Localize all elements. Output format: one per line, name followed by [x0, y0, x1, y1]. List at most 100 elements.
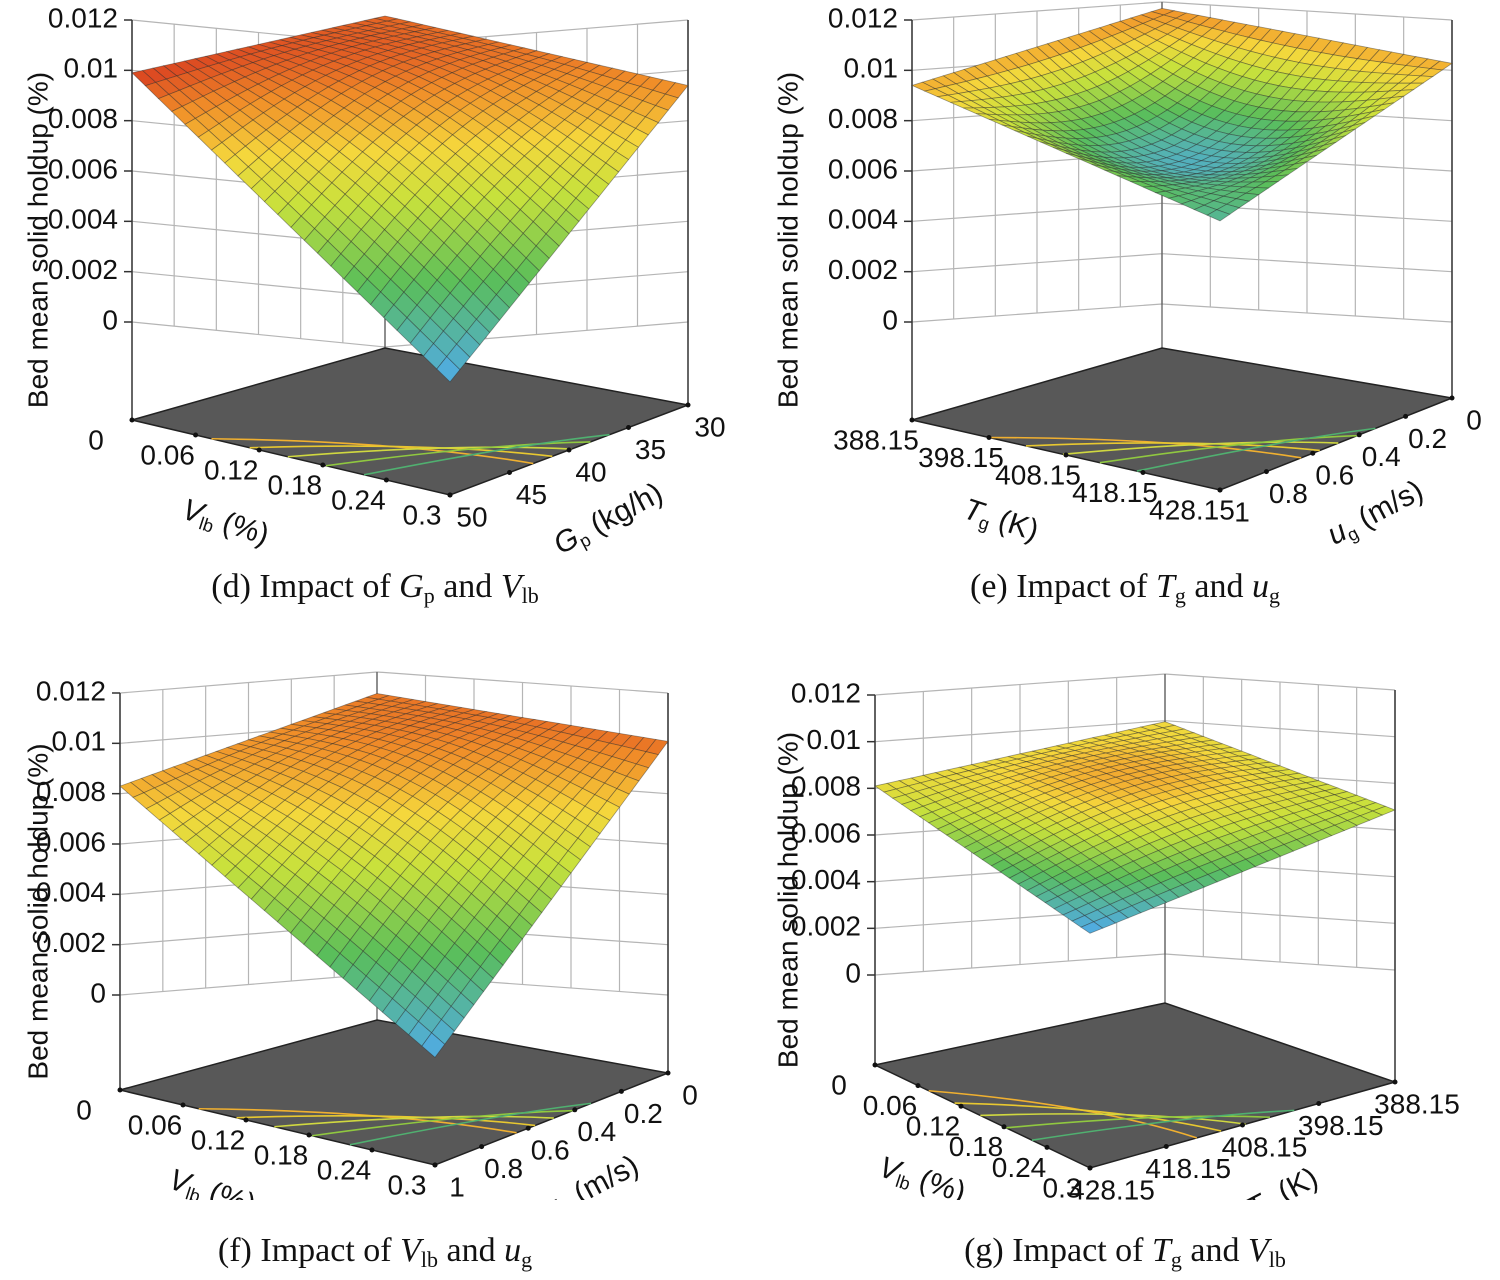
z-tick-label: 0.006	[36, 826, 106, 857]
surface-patch	[577, 825, 601, 848]
panel-g: 0 0.002 0.004 0.006 0.008 0.01 0.012 Bed mean s…	[750, 640, 1500, 1280]
surface-patch	[499, 926, 523, 953]
y-tick-label: 0.4	[577, 1116, 616, 1147]
surface-patch	[1156, 889, 1180, 903]
y-tick-label: 30	[694, 411, 725, 442]
x-axis-label: Tg (K)	[959, 492, 1043, 549]
x-tick-label: 0	[76, 1094, 92, 1125]
z-axis-label: Bed mean solid holdup (%)	[772, 732, 803, 1068]
z-tick-label: 0.004	[36, 877, 106, 908]
floor-contour	[1031, 1109, 1295, 1141]
x-tick-label: 0.18	[268, 469, 323, 500]
caption-f: (f) Impact of Vlb and ug	[217, 1232, 533, 1272]
x-tick-label: 0.24	[992, 1152, 1047, 1183]
x-tick	[1140, 470, 1146, 475]
floor-contour	[236, 1115, 536, 1127]
surface-patch	[635, 751, 659, 769]
x-tick	[958, 1103, 964, 1109]
x-axis-label: Vlb (%)	[178, 493, 273, 554]
y-tick	[1240, 1122, 1245, 1128]
z-tick-label: 0.01	[52, 726, 107, 757]
z-tick-label: 0.006	[828, 153, 898, 184]
z-tick-label: 0.002	[48, 254, 118, 285]
surface-patch	[1105, 910, 1129, 924]
z-tick-label: 0	[102, 304, 118, 335]
y-tick-label: 0.2	[624, 1098, 663, 1129]
floor-contour	[325, 441, 591, 467]
floor-contour	[1099, 434, 1357, 464]
x-tick	[117, 1087, 123, 1093]
x-tick	[129, 417, 135, 423]
x-tick	[243, 1117, 249, 1123]
x-tick	[909, 417, 915, 423]
y-tick-label: 0.8	[1269, 478, 1308, 509]
y-tick	[1310, 450, 1316, 456]
caption-g: (g) Impact of Tg and Vlb	[964, 1232, 1286, 1272]
z-tick-label: 0	[845, 957, 861, 988]
floor-contour	[249, 445, 553, 458]
y-tick-label: 408.15	[1222, 1131, 1308, 1162]
x-tick-label: 0.06	[128, 1109, 183, 1140]
z-tick-label: 0.01	[807, 724, 862, 755]
surface-patch	[535, 233, 560, 259]
y-axis-label: Gp (kg/h)	[548, 476, 669, 560]
x-tick	[306, 1132, 312, 1138]
x-tick	[1001, 1124, 1007, 1130]
z-tick-label: 0.004	[48, 204, 118, 235]
y-tick	[685, 402, 691, 408]
panel-e: 0 0.002 0.004 0.006 0.008 0.01 0.012 Bed mean s…	[750, 0, 1500, 640]
z-axis-label: Bed mean solid holdup (%)	[22, 743, 53, 1079]
y-tick	[507, 470, 512, 475]
z-tick-label: 0.002	[791, 911, 861, 942]
x-tick-label: 0.06	[863, 1090, 918, 1121]
x-tick-label: 388.15	[833, 424, 919, 455]
surface-patch	[625, 127, 649, 148]
floor-contour	[1025, 442, 1320, 452]
surface-patch	[644, 105, 669, 124]
y-tick	[447, 492, 453, 498]
z-tick-label: 0.008	[36, 776, 106, 807]
x-tick-label: 0.18	[254, 1139, 309, 1170]
surface-patch	[575, 185, 600, 210]
z-axis-label: Bed mean solid holdup (%)	[772, 72, 803, 408]
floor-contour	[1062, 441, 1339, 456]
surface-patch	[1284, 161, 1308, 171]
x-axis-label: Vlb (%)	[164, 1163, 259, 1200]
y-tick-label: 0.6	[1315, 460, 1354, 491]
wall-gridline	[119, 671, 669, 694]
x-tick	[256, 447, 262, 453]
surface-patch	[555, 209, 580, 235]
surface-patch	[1215, 203, 1241, 215]
y-tick	[479, 1144, 485, 1150]
x-tick	[369, 1147, 375, 1153]
floor-contour	[980, 1113, 1246, 1125]
z-tick-label: 0	[90, 977, 106, 1008]
y-tick-label: 1	[1234, 496, 1250, 527]
surface-patch	[421, 1032, 446, 1058]
y-axis-label: Tg (K)	[1240, 1161, 1324, 1200]
x-tick-label: 428.15	[1149, 494, 1235, 525]
x-tick-label: 0.12	[204, 454, 259, 485]
x-tick-label: 418.15	[1072, 477, 1158, 508]
x-tick	[872, 1062, 878, 1068]
y-tick	[665, 1070, 671, 1076]
y-tick-label: 0.8	[484, 1153, 523, 1184]
x-tick	[1063, 452, 1069, 458]
x-tick-label: 0.06	[140, 439, 195, 470]
surface-patch	[446, 343, 471, 371]
x-tick-label: 0.3	[403, 499, 442, 530]
surface-patch	[596, 800, 621, 821]
x-tick-label: 408.15	[995, 459, 1081, 490]
x-tick-label: 0.3	[1043, 1172, 1082, 1200]
surface-patch	[1270, 844, 1295, 857]
surface-patch	[1352, 115, 1375, 126]
surface-patch	[1323, 135, 1346, 146]
x-tick	[986, 435, 992, 440]
surface-patch	[515, 257, 540, 284]
x-tick-label: 0.3	[388, 1169, 427, 1200]
y-tick	[432, 1162, 438, 1168]
surface-patch	[436, 356, 461, 383]
y-tick-label: 40	[575, 456, 606, 487]
surface-chart-g: 0 0.002 0.004 0.006 0.008 0.01 0.012 Bed mean s…	[772, 673, 1460, 1200]
surface-patch	[525, 245, 550, 272]
